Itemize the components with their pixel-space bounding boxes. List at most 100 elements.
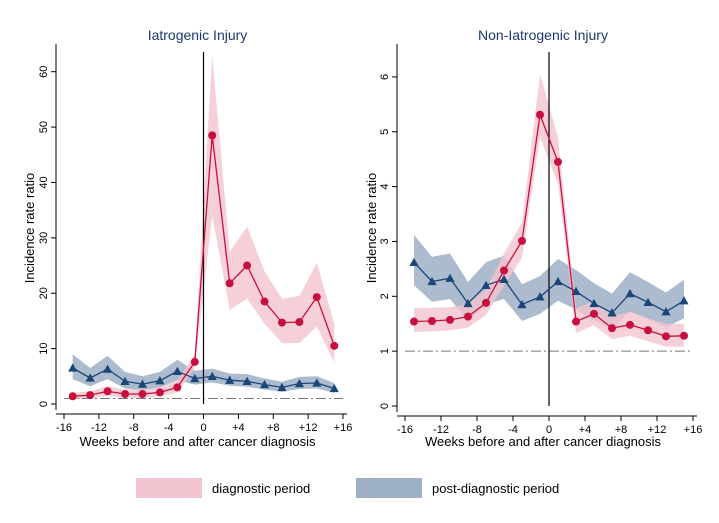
- y-axis-label: Incidence rate ratio: [364, 173, 379, 284]
- x-tick-label: -16: [397, 424, 413, 436]
- legend-label: diagnostic period: [212, 481, 310, 496]
- y-tick-label: 4: [379, 184, 391, 190]
- data-point: [225, 279, 234, 288]
- y-tick-label: 2: [379, 293, 391, 299]
- y-tick-label: 1: [379, 348, 391, 354]
- x-tick-label: -16: [56, 422, 72, 434]
- data-point: [225, 375, 235, 384]
- data-point: [554, 157, 562, 166]
- x-tick-label: +16: [334, 422, 353, 434]
- series-line-post-diagnostic: [413, 261, 685, 314]
- data-point: [242, 376, 252, 385]
- data-point: [499, 274, 509, 283]
- y-tick-label: 3: [379, 238, 391, 244]
- data-point: [173, 383, 182, 392]
- data-point: [277, 382, 287, 392]
- data-point: [626, 320, 634, 329]
- data-point: [536, 110, 544, 119]
- data-point: [590, 309, 598, 318]
- data-point: [120, 376, 130, 385]
- data-point: [312, 378, 322, 387]
- data-point: [259, 380, 270, 389]
- y-tick-label: 50: [38, 121, 50, 133]
- data-point: [643, 297, 653, 307]
- data-point: [155, 388, 164, 397]
- data-point: [312, 293, 321, 302]
- series-line-post-diagnostic: [72, 367, 335, 390]
- y-tick-label: 6: [379, 74, 391, 80]
- data-point: [427, 276, 437, 286]
- x-tick-label: +8: [267, 422, 280, 434]
- data-point: [102, 364, 113, 373]
- data-point: [190, 373, 200, 383]
- data-point: [661, 307, 671, 316]
- data-point: [208, 131, 217, 140]
- legend-swatch: [356, 478, 422, 498]
- data-point: [329, 383, 339, 393]
- data-point: [207, 371, 217, 380]
- x-tick-label: -8: [129, 422, 139, 434]
- chart-title: Iatrogenic Injury: [148, 27, 248, 43]
- data-point: [68, 363, 78, 372]
- series-line-diagnostic: [413, 112, 685, 337]
- data-point: [608, 324, 616, 333]
- x-tick-label: +12: [648, 424, 667, 436]
- x-tick-label: +4: [232, 422, 245, 434]
- chart-panel-2: 0 1 2 3 4 5 6 -16 -12 -8 -4 0 +4 +8 +12 +16 Non-Iatrogen…: [364, 27, 702, 449]
- data-point: [571, 286, 581, 296]
- legend: diagnostic period post-diagnostic period: [136, 478, 559, 498]
- data-point: [260, 297, 269, 306]
- data-point: [662, 332, 670, 341]
- data-point: [535, 292, 545, 301]
- data-point: [464, 312, 472, 321]
- data-point: [410, 317, 418, 326]
- x-tick-label: 0: [200, 422, 206, 434]
- data-point: [172, 366, 182, 376]
- data-point: [294, 378, 305, 388]
- y-tick-label: 0: [379, 403, 391, 409]
- legend-swatch: [136, 478, 202, 498]
- x-tick-label: 0: [546, 424, 552, 436]
- x-tick-label: -8: [472, 424, 482, 436]
- y-tick-label: 5: [379, 129, 391, 135]
- x-axis-label: Weeks before and after cancer diagnosis: [79, 434, 316, 449]
- data-point: [607, 308, 617, 317]
- y-tick-label: 60: [38, 66, 50, 78]
- data-point: [446, 315, 454, 324]
- data-point: [86, 391, 95, 400]
- data-point: [190, 357, 199, 366]
- data-point: [68, 392, 77, 401]
- y-tick-label: 40: [38, 176, 50, 188]
- data-point: [295, 318, 304, 327]
- chart-panel-1: 0 10 20 30 40 50 60 -16 -12 -8 -4 0 +4 +8 +12 +16 Iatrog…: [38, 27, 352, 449]
- data-point: [553, 276, 563, 286]
- data-point: [644, 326, 652, 335]
- x-tick-label: +12: [299, 422, 318, 434]
- data-point: [680, 331, 688, 340]
- data-point: [121, 390, 130, 399]
- x-tick-label: -12: [91, 422, 107, 434]
- data-point: [155, 376, 165, 385]
- x-tick-label: +8: [615, 424, 628, 436]
- data-point: [428, 316, 436, 325]
- y-tick-label: 30: [38, 232, 50, 244]
- x-tick-label: +16: [684, 424, 703, 436]
- x-axis-label: Weeks before and after cancer diagnosis: [425, 434, 662, 449]
- y-tick-label: 0: [38, 401, 50, 407]
- data-point: [463, 298, 473, 308]
- x-tick-label: -12: [433, 424, 449, 436]
- data-point: [277, 318, 286, 327]
- y-tick-label: 10: [38, 342, 50, 354]
- data-point: [518, 236, 526, 245]
- series-line-diagnostic: [72, 135, 335, 397]
- x-tick-label: +4: [579, 424, 592, 436]
- data-point: [85, 373, 95, 382]
- data-point: [482, 298, 490, 307]
- x-tick-label: -4: [508, 424, 518, 436]
- data-point: [138, 390, 147, 399]
- data-point: [137, 379, 148, 388]
- data-point: [572, 317, 580, 326]
- legend-label: post-diagnostic period: [432, 481, 559, 496]
- data-point: [481, 280, 491, 290]
